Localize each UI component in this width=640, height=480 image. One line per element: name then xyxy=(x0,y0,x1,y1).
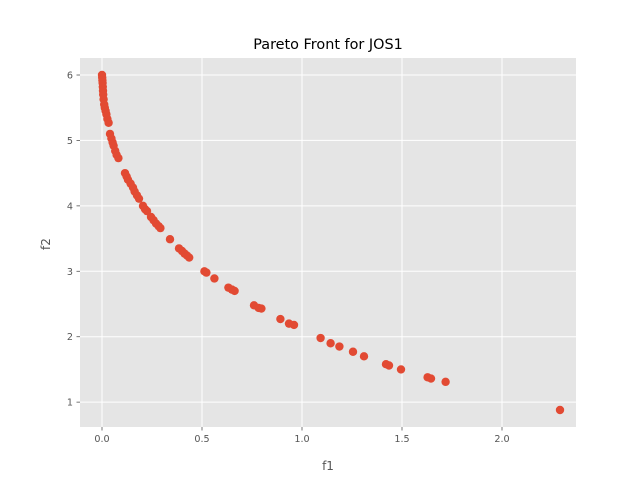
x-tick-label: 1.0 xyxy=(294,434,309,445)
plot-area xyxy=(80,58,576,427)
data-point xyxy=(202,268,211,277)
y-tick-label: 3 xyxy=(67,267,73,278)
data-point xyxy=(142,206,152,216)
data-point xyxy=(335,342,344,351)
data-points xyxy=(97,70,565,415)
data-point xyxy=(185,253,194,262)
data-point xyxy=(384,361,394,370)
x-tick-label: 2.0 xyxy=(494,434,509,445)
y-tick-label: 1 xyxy=(67,398,73,409)
axis-ticks: 0.0 0.5 1.0 1.5 2.0 1 2 3 4 5 6 xyxy=(67,71,510,445)
y-tick-label: 2 xyxy=(67,332,73,343)
data-point xyxy=(230,286,239,296)
data-point xyxy=(210,274,219,283)
data-point xyxy=(348,347,358,356)
data-point xyxy=(165,235,175,244)
chart-title: Pareto Front for JOS1 xyxy=(253,37,403,53)
data-point xyxy=(359,352,369,361)
y-tick-label: 6 xyxy=(67,71,73,82)
x-tick-label: 0.5 xyxy=(194,434,209,445)
x-axis-label: f1 xyxy=(322,459,334,473)
data-point xyxy=(555,405,565,415)
data-point xyxy=(276,314,285,324)
data-point xyxy=(396,365,406,374)
data-point xyxy=(257,304,266,313)
y-tick-label: 5 xyxy=(67,136,73,147)
x-tick-label: 1.5 xyxy=(394,434,409,445)
data-point xyxy=(441,377,450,387)
y-axis-label: f2 xyxy=(39,238,53,250)
data-point xyxy=(326,339,335,348)
data-point xyxy=(114,153,123,163)
data-point xyxy=(316,333,325,343)
data-point xyxy=(104,118,113,127)
y-tick-label: 4 xyxy=(67,201,73,212)
x-tick-label: 0.0 xyxy=(94,434,109,445)
data-point xyxy=(134,194,144,203)
data-point xyxy=(289,320,299,330)
grid-lines xyxy=(80,58,576,427)
data-point xyxy=(156,223,165,233)
data-point xyxy=(426,374,436,383)
